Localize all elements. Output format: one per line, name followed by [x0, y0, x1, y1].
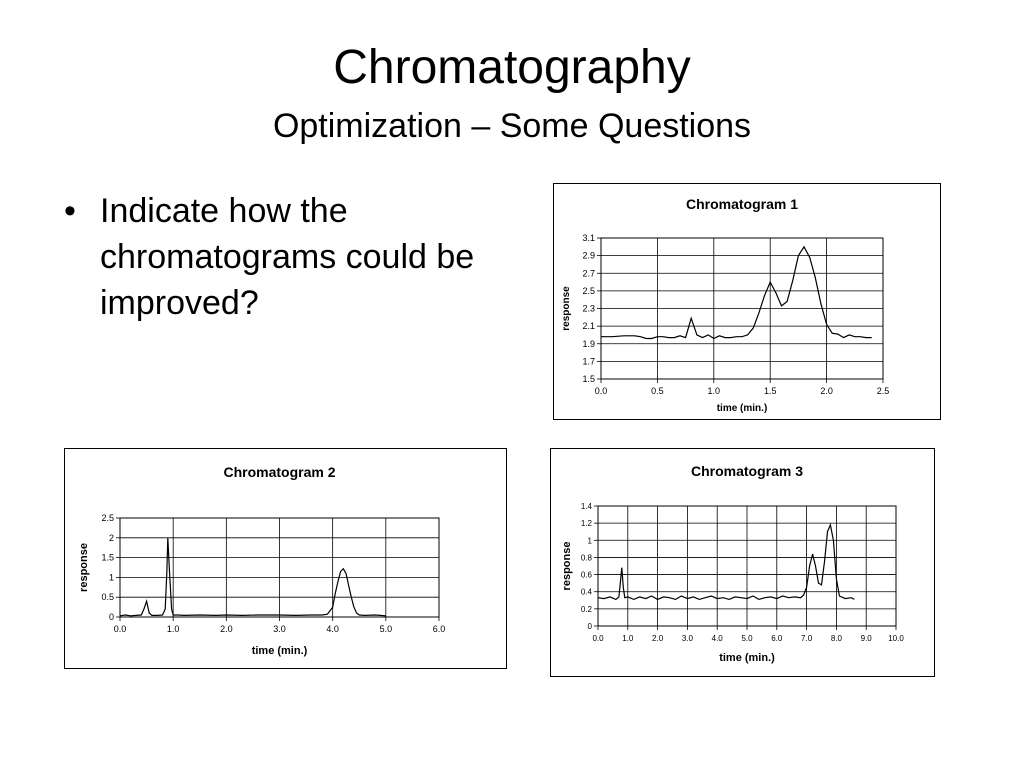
x-tick-label: 4.0 [326, 624, 339, 634]
plot-frame [119, 517, 440, 618]
series-line [601, 245, 872, 340]
bullet-item: • Indicate how the chromatograms could b… [60, 188, 480, 326]
x-axis-label: time (min.) [717, 403, 768, 414]
x-tick-label: 3.0 [273, 624, 286, 634]
x-tick-label: 1.0 [167, 624, 180, 634]
y-tick-label: 0.4 [581, 588, 593, 597]
bullet-list: • Indicate how the chromatograms could b… [60, 188, 480, 326]
y-tick-label: 2.1 [582, 321, 595, 331]
series-line [597, 522, 855, 601]
grid-lines [116, 517, 440, 621]
plot-frame [600, 237, 884, 380]
x-axis-label: time (min.) [252, 645, 308, 657]
chromatogram-1-chart: Chromatogram 1 1.5 1.7 1.9 2.1 2.3 2.5 2.7 2.9 3.… [561, 196, 890, 414]
y-tick-label: 1.2 [581, 519, 593, 528]
y-tick-label: 2.5 [101, 513, 114, 523]
x-tick-label: 0.0 [592, 634, 604, 643]
chart-2-panel: Chromatogram 2 0 0.5 1 1.5 2 2.5 0.0 1.0 2.0 3.0 4.… [64, 448, 507, 669]
y-tick-label: 2.3 [582, 304, 595, 314]
x-tick-label: 6.0 [433, 624, 446, 634]
x-tick-label: 2.0 [820, 386, 833, 396]
chart-title: Chromatogram 2 [223, 464, 335, 480]
x-tick-label: 7.0 [801, 634, 813, 643]
chart-1-panel: Chromatogram 1 1.5 1.7 1.9 2.1 2.3 2.5 2.7 2.9 3.… [553, 183, 941, 420]
slide-subtitle: Optimization – Some Questions [272, 107, 752, 145]
x-tick-label: 0.0 [114, 624, 127, 634]
x-tick-label: 2.0 [652, 634, 664, 643]
x-tick-label: 1.0 [708, 386, 721, 396]
slide-title: Chromatography [333, 41, 691, 94]
y-tick-label: 2.5 [582, 286, 595, 296]
y-tick-label: 2.7 [582, 268, 595, 278]
series-line [119, 537, 386, 617]
x-tick-label: 8.0 [831, 634, 843, 643]
y-tick-label: 1.5 [101, 553, 114, 563]
x-tick-label: 6.0 [771, 634, 783, 643]
x-tick-label: 2.5 [877, 386, 890, 396]
x-tick-label: 1.0 [622, 634, 634, 643]
y-tick-label: 1.4 [581, 502, 593, 511]
y-tick-label: 1 [109, 572, 114, 582]
x-tick-label: 0.0 [595, 386, 608, 396]
y-tick-label: 1.5 [582, 374, 595, 384]
y-tick-label: 2 [109, 533, 114, 543]
x-tick-label: 9.0 [861, 634, 873, 643]
x-tick-label: 3.0 [682, 634, 694, 643]
y-tick-label: 1.9 [582, 339, 595, 349]
y-tick-label: 3.1 [582, 233, 595, 243]
x-tick-label: 4.0 [712, 634, 724, 643]
y-tick-label: 2.9 [582, 251, 595, 261]
bullet-dot-icon: • [64, 192, 76, 230]
chart-title: Chromatogram 3 [691, 463, 803, 479]
grid-lines [597, 237, 884, 383]
x-tick-label: 0.5 [651, 386, 664, 396]
chromatogram-2-chart: Chromatogram 2 0 0.5 1 1.5 2 2.5 0.0 1.0 2.0 3.0 4.… [78, 464, 446, 657]
y-tick-label: 0.5 [101, 592, 114, 602]
x-tick-label: 5.0 [741, 634, 753, 643]
x-tick-label: 1.5 [764, 386, 777, 396]
y-tick-label: 0 [109, 612, 114, 622]
chromatogram-3-chart: Chromatogram 3 0 0.2 0.4 0.6 0.8 1 1.2 1.4 0.0 1.0… [561, 463, 904, 664]
chart-3-panel: Chromatogram 3 0 0.2 0.4 0.6 0.8 1 1.2 1.4 0.0 1.0… [550, 448, 935, 677]
x-tick-label: 10.0 [888, 634, 904, 643]
plot-frame [597, 505, 897, 627]
y-axis-label: response [561, 542, 573, 591]
y-tick-label: 0 [588, 622, 593, 631]
bullet-text: Indicate how the chromatograms could be … [100, 192, 475, 322]
chart-title: Chromatogram 1 [686, 196, 798, 212]
x-tick-label: 2.0 [220, 624, 233, 634]
y-tick-label: 1 [588, 536, 593, 545]
x-axis-label: time (min.) [719, 652, 775, 664]
y-axis-label: response [561, 286, 572, 331]
y-tick-label: 0.6 [581, 571, 593, 580]
y-tick-label: 0.8 [581, 553, 593, 562]
y-axis-label: response [78, 543, 90, 592]
grid-lines [594, 505, 897, 630]
y-tick-label: 1.7 [582, 356, 595, 366]
x-tick-label: 5.0 [380, 624, 393, 634]
y-tick-label: 0.2 [581, 605, 593, 614]
